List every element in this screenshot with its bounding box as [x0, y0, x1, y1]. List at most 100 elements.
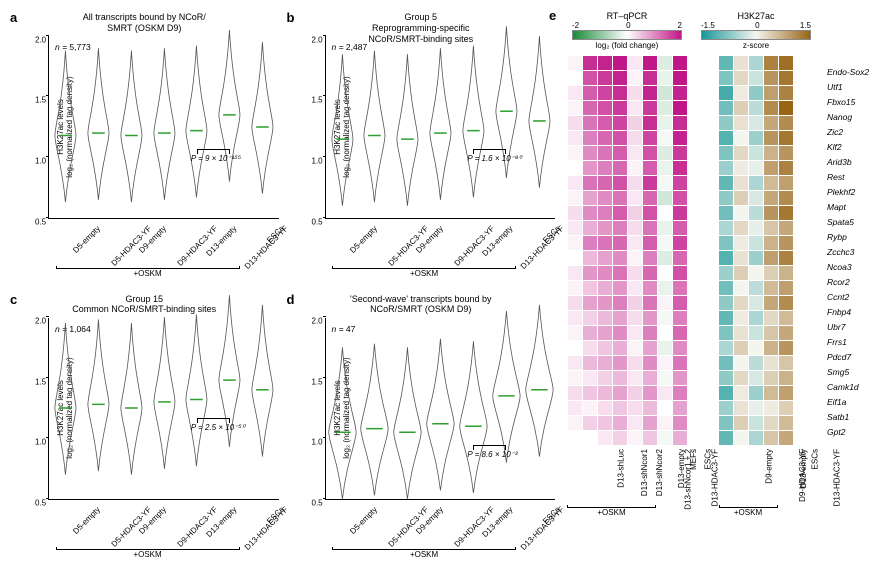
- heatmap-cell: [628, 371, 642, 385]
- heatmap-cell: [643, 161, 657, 175]
- heatmap-cell: [749, 131, 763, 145]
- heatmap-cell: [658, 251, 672, 265]
- heatmap-cell: [658, 296, 672, 310]
- gene-label: Camk1d: [827, 380, 869, 394]
- violin: [180, 36, 213, 218]
- heatmap-cell: [613, 281, 627, 295]
- heatmap-cell: [613, 326, 627, 340]
- heatmap-cell: [673, 101, 687, 115]
- heatmap-cell: [779, 251, 793, 265]
- heatmap-cell: [779, 266, 793, 280]
- heatmap-cell: [719, 371, 733, 385]
- violin: [523, 36, 556, 218]
- heatmap-cell: [658, 266, 672, 280]
- heatmap-cell: [628, 416, 642, 430]
- panel-title: Group 15Common NCoR/SMRT-binding sites: [10, 294, 279, 318]
- heatmap-cell: [628, 221, 642, 235]
- violin: [148, 36, 181, 218]
- heatmap-x-label: D9-empty: [764, 449, 773, 484]
- y-tick-label: 0.5: [312, 217, 323, 226]
- heatmap-cell: [719, 146, 733, 160]
- heatmap-cell: [734, 101, 748, 115]
- panel-title: All transcripts bound by NCoR/SMRT (OSKM…: [10, 12, 279, 36]
- heatmap-cell: [568, 386, 582, 400]
- heatmap-cell: [764, 356, 778, 370]
- heatmap-cell: [673, 116, 687, 130]
- heatmap-cell: [568, 161, 582, 175]
- heatmap-cell: [749, 416, 763, 430]
- violin: [490, 36, 523, 218]
- x-tick-label: D5-empty: [72, 505, 103, 536]
- heatmap-cell: [583, 281, 597, 295]
- heatmap-cell: [628, 86, 642, 100]
- heatmap-cell: [643, 326, 657, 340]
- heatmap-cell: [673, 266, 687, 280]
- heatmap-cell: [598, 431, 612, 445]
- heatmap-cell: [764, 176, 778, 190]
- violin: [213, 36, 246, 218]
- heatmap-grid: [568, 56, 687, 445]
- panel-letter: b: [287, 10, 295, 25]
- heatmap-cell: [779, 101, 793, 115]
- heatmap-x-label: ESCs: [810, 449, 819, 469]
- y-tick-label: 0.5: [35, 499, 46, 508]
- heatmap-cell: [734, 281, 748, 295]
- heatmap-cell: [613, 116, 627, 130]
- heatmap-cell: [734, 431, 748, 445]
- heatmap-cell: [568, 236, 582, 250]
- heatmap-cell: [658, 326, 672, 340]
- heatmap-cell: [719, 206, 733, 220]
- colorbar: H3K27ac-1.501.5z-score: [701, 10, 811, 50]
- colorbar-tick: 0: [755, 21, 759, 30]
- colorbar-title: RT–qPCR: [607, 11, 648, 21]
- heatmap-cell: [583, 176, 597, 190]
- heatmap-cell: [673, 221, 687, 235]
- panel-c: cGroup 15Common NCoR/SMRT-binding sitesH…: [10, 292, 279, 566]
- heatmap-cell: [658, 356, 672, 370]
- gene-label: Utf1: [827, 80, 869, 94]
- heatmap-cell: [598, 326, 612, 340]
- heatmap-cell: [568, 221, 582, 235]
- x-tick-label: D5-empty: [348, 224, 379, 255]
- heatmap-cell: [598, 176, 612, 190]
- violin: [326, 36, 359, 218]
- gene-label: Ccnt2: [827, 290, 869, 304]
- panel-letter-e: e: [549, 8, 556, 23]
- gene-label: Satb1: [827, 410, 869, 424]
- heatmap-cell: [583, 296, 597, 310]
- heatmap-cell: [764, 221, 778, 235]
- heatmap-cell: [749, 281, 763, 295]
- heatmap-cell: [643, 386, 657, 400]
- heatmap-cell: [643, 266, 657, 280]
- heatmap-cell: [628, 161, 642, 175]
- heatmap-cell: [719, 176, 733, 190]
- heatmap-cell: [764, 71, 778, 85]
- heatmap-cell: [598, 311, 612, 325]
- heatmap-cell: [779, 116, 793, 130]
- heatmap-cell: [734, 251, 748, 265]
- heatmap-cell: [628, 431, 642, 445]
- violin: [82, 36, 115, 218]
- heatmap-cell: [568, 266, 582, 280]
- heatmap-cell: [764, 236, 778, 250]
- heatmap-cell: [598, 341, 612, 355]
- heatmap-cell: [734, 311, 748, 325]
- oskm-bracket: +OSKM: [56, 549, 240, 559]
- heatmap-cell: [658, 131, 672, 145]
- heatmap-cell: [643, 101, 657, 115]
- heatmap-cell: [598, 236, 612, 250]
- heatmap-cell: [658, 431, 672, 445]
- p-value-label: P = 9 × 10⁻¹⁵⁵: [191, 154, 241, 163]
- heatmap-cell: [734, 386, 748, 400]
- heatmap-cell: [613, 416, 627, 430]
- plot-area: H3K27ac levelslog₂ (normalized tag densi…: [48, 318, 279, 501]
- heatmap-cell: [613, 296, 627, 310]
- heatmap-cell: [658, 191, 672, 205]
- colorbar-title: H3K27ac: [737, 11, 774, 21]
- heatmap-cell: [628, 56, 642, 70]
- heatmap-cell: [598, 116, 612, 130]
- heatmap-cell: [749, 356, 763, 370]
- heatmap-x-label: D13-shNcor2: [655, 449, 664, 496]
- heatmap-cell: [779, 326, 793, 340]
- heatmap-cell: [719, 131, 733, 145]
